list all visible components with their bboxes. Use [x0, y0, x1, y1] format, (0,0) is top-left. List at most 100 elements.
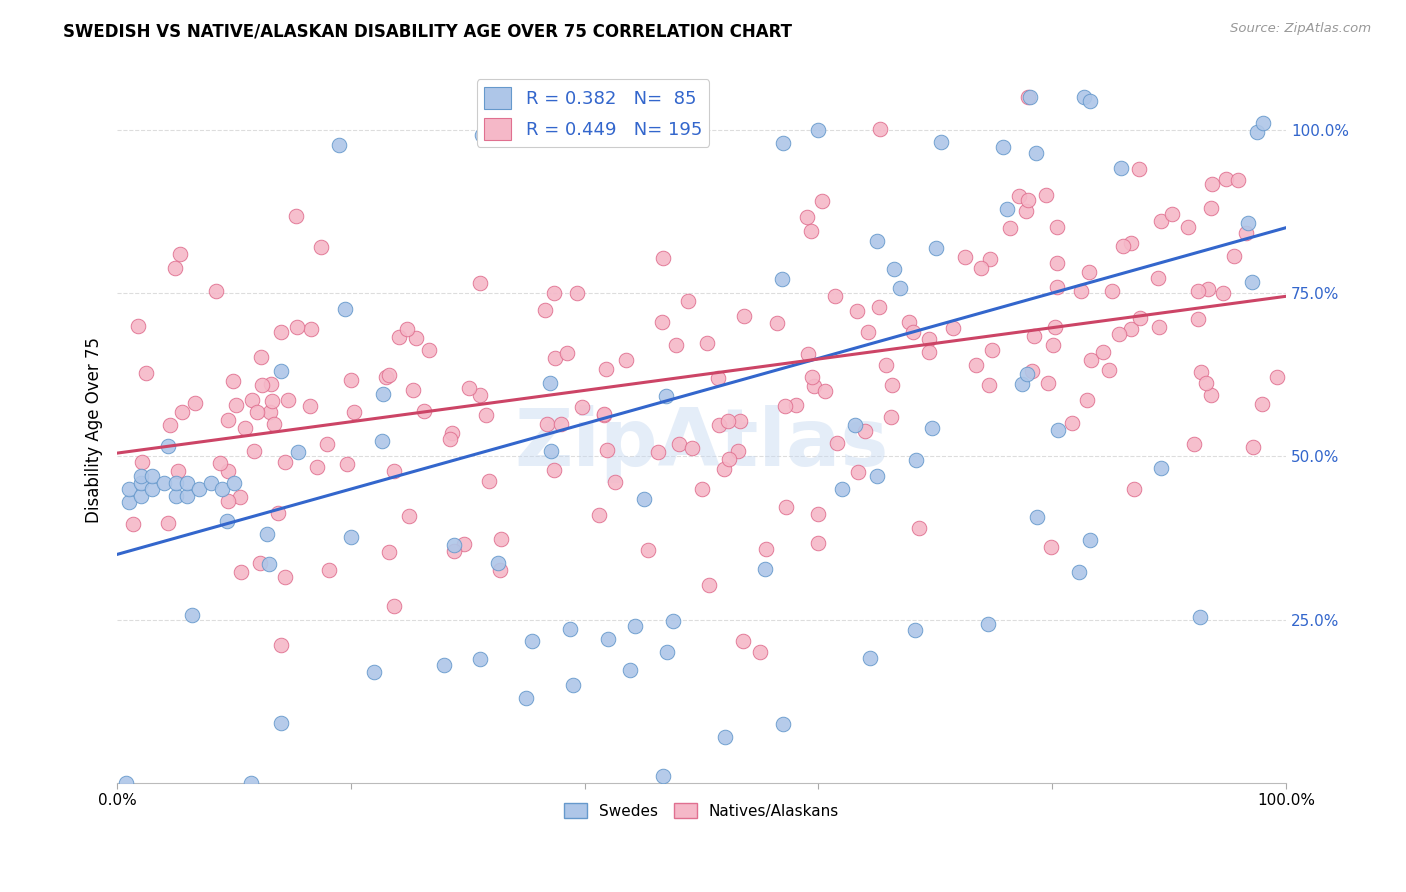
Point — [718, 452, 741, 467]
Point — [1150, 214, 1173, 228]
Point — [921, 421, 943, 435]
Point — [1011, 377, 1033, 392]
Point — [270, 716, 292, 731]
Point — [1080, 352, 1102, 367]
Point — [129, 475, 152, 490]
Point — [1187, 284, 1209, 298]
Point — [217, 494, 239, 508]
Point — [567, 285, 589, 300]
Text: SWEDISH VS NATIVE/ALASKAN DISABILITY AGE OVER 75 CORRELATION CHART: SWEDISH VS NATIVE/ALASKAN DISABILITY AGE… — [63, 22, 792, 40]
Point — [260, 377, 283, 392]
Point — [681, 441, 703, 455]
Point — [1129, 311, 1152, 326]
Point — [122, 516, 145, 531]
Point — [875, 358, 897, 372]
Point — [188, 482, 211, 496]
Point — [907, 521, 929, 535]
Point — [1024, 329, 1046, 343]
Point — [800, 370, 823, 384]
Point — [256, 527, 278, 541]
Point — [114, 776, 136, 790]
Point — [1108, 327, 1130, 342]
Point — [714, 731, 737, 745]
Y-axis label: Disability Age Over 75: Disability Age Over 75 — [86, 337, 103, 524]
Point — [543, 286, 565, 301]
Point — [184, 396, 207, 410]
Point — [1212, 285, 1234, 300]
Point — [749, 645, 772, 659]
Point — [486, 556, 509, 570]
Point — [924, 241, 946, 255]
Point — [883, 262, 905, 277]
Point — [754, 562, 776, 576]
Point — [977, 378, 1000, 392]
Point — [263, 417, 285, 431]
Point — [270, 325, 292, 339]
Point — [211, 482, 233, 496]
Point — [697, 578, 720, 592]
Point — [1025, 146, 1047, 161]
Point — [1046, 220, 1069, 235]
Point — [1038, 376, 1060, 390]
Point — [1194, 376, 1216, 390]
Point — [1018, 90, 1040, 104]
Point — [797, 347, 820, 361]
Point — [766, 316, 789, 330]
Point — [270, 364, 292, 378]
Point — [246, 404, 269, 418]
Point — [995, 202, 1018, 216]
Point — [534, 302, 557, 317]
Point — [1042, 338, 1064, 352]
Point — [229, 490, 252, 504]
Point — [371, 434, 394, 449]
Point — [200, 475, 222, 490]
Point — [904, 453, 927, 467]
Point — [1197, 282, 1219, 296]
Point — [374, 369, 396, 384]
Point — [475, 408, 498, 422]
Point — [1226, 173, 1249, 187]
Point — [807, 507, 830, 521]
Point — [652, 251, 675, 265]
Point — [458, 381, 481, 395]
Point — [285, 209, 308, 223]
Point — [311, 240, 333, 254]
Point — [165, 489, 187, 503]
Point — [1265, 369, 1288, 384]
Point — [418, 343, 440, 358]
Point — [543, 463, 565, 477]
Point — [827, 435, 849, 450]
Point — [889, 281, 911, 295]
Point — [633, 491, 655, 506]
Point — [1177, 220, 1199, 235]
Point — [1015, 204, 1038, 219]
Point — [595, 361, 617, 376]
Point — [153, 475, 176, 490]
Point — [993, 140, 1015, 154]
Point — [1201, 178, 1223, 192]
Point — [588, 508, 610, 522]
Point — [118, 482, 141, 496]
Point — [169, 247, 191, 261]
Point — [1236, 226, 1258, 240]
Point — [592, 408, 614, 422]
Point — [676, 294, 699, 309]
Point — [1077, 265, 1099, 279]
Point — [395, 322, 418, 336]
Point — [180, 608, 202, 623]
Point — [1189, 365, 1212, 379]
Point — [1123, 482, 1146, 496]
Point — [1092, 345, 1115, 359]
Point — [257, 557, 280, 571]
Point — [1080, 95, 1102, 109]
Point — [803, 378, 825, 392]
Point — [1246, 124, 1268, 138]
Point — [713, 461, 735, 475]
Point — [1251, 116, 1274, 130]
Point — [879, 410, 901, 425]
Point — [785, 398, 807, 412]
Point — [846, 466, 869, 480]
Point — [240, 392, 263, 407]
Point — [443, 538, 465, 552]
Point — [471, 128, 494, 143]
